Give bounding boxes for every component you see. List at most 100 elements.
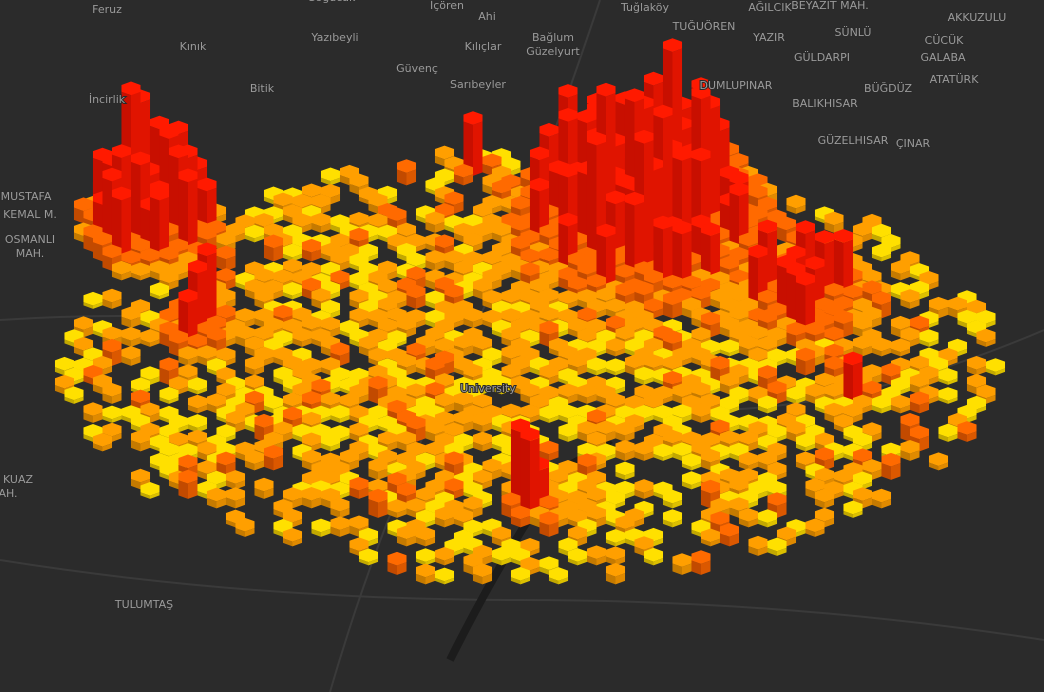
hex-top bbox=[539, 288, 559, 302]
hex-side bbox=[244, 366, 255, 376]
hex-top bbox=[140, 366, 160, 380]
hex-side bbox=[691, 317, 701, 328]
hex-side bbox=[634, 489, 644, 499]
hex-side bbox=[625, 450, 635, 461]
hex-top bbox=[396, 525, 417, 540]
hex-top bbox=[121, 306, 141, 321]
hex-side bbox=[871, 347, 882, 357]
hex-top bbox=[539, 440, 559, 455]
hex-top bbox=[824, 402, 844, 417]
hex-top bbox=[235, 308, 255, 322]
hex-top bbox=[843, 351, 863, 366]
road bbox=[0, 559, 1044, 641]
hex-top bbox=[586, 318, 607, 333]
hex-side bbox=[530, 567, 540, 575]
hex-side bbox=[805, 443, 816, 452]
hex-side bbox=[425, 573, 436, 585]
hex-top bbox=[520, 248, 540, 263]
hex-top bbox=[444, 478, 464, 492]
hex-top bbox=[121, 81, 141, 96]
hex-side bbox=[890, 348, 901, 357]
hex-top bbox=[862, 422, 882, 436]
hex-top bbox=[586, 545, 607, 560]
hex-side bbox=[909, 273, 920, 281]
hex-top bbox=[767, 461, 787, 476]
hex-top bbox=[444, 442, 464, 457]
hex-top bbox=[244, 224, 265, 239]
hex-side bbox=[634, 202, 645, 281]
hex-top bbox=[757, 395, 778, 410]
hex-side bbox=[463, 291, 474, 300]
hex-top bbox=[102, 326, 122, 341]
hex-side bbox=[919, 435, 930, 452]
hex-side bbox=[710, 387, 721, 395]
hex-top bbox=[235, 517, 255, 532]
hex-side bbox=[891, 463, 901, 480]
hex-side bbox=[434, 196, 445, 205]
hex-top bbox=[700, 222, 721, 236]
hex-side bbox=[282, 538, 293, 547]
hex-top bbox=[662, 429, 683, 444]
hex-top bbox=[387, 385, 407, 400]
hex-side bbox=[349, 338, 359, 347]
hex-side bbox=[263, 196, 274, 205]
hex-side bbox=[273, 244, 284, 262]
hex-top bbox=[406, 498, 426, 512]
hex-side bbox=[235, 335, 245, 347]
hex-side bbox=[710, 321, 721, 338]
hex-top bbox=[748, 244, 768, 259]
hex-top bbox=[453, 433, 474, 447]
hex-side bbox=[197, 451, 207, 461]
hex-top bbox=[871, 223, 892, 238]
hex-top bbox=[719, 255, 740, 270]
hex-side bbox=[140, 440, 151, 452]
hex-side bbox=[681, 481, 692, 490]
hex-top bbox=[330, 342, 350, 356]
hex-top bbox=[482, 309, 502, 324]
hex-top bbox=[491, 433, 512, 448]
hex-side bbox=[549, 374, 559, 385]
hex-top bbox=[805, 256, 825, 270]
hex-top bbox=[586, 506, 607, 520]
hex-top bbox=[368, 193, 388, 207]
hex-side bbox=[890, 270, 901, 281]
hex-top bbox=[653, 104, 673, 119]
hex-side bbox=[501, 502, 511, 518]
hex-side bbox=[767, 547, 777, 556]
hex-top bbox=[244, 279, 265, 293]
hex-top bbox=[320, 452, 341, 467]
hex-side bbox=[605, 520, 616, 528]
place-label: DUMLUPINAR bbox=[700, 79, 773, 92]
hex-top bbox=[938, 347, 958, 362]
hex-top bbox=[786, 194, 806, 209]
hex-top bbox=[197, 460, 217, 474]
hex-top bbox=[852, 487, 873, 501]
hex-side bbox=[786, 431, 796, 442]
place-label: KEMAL M. bbox=[3, 208, 57, 221]
hex-top bbox=[558, 290, 578, 304]
hex-top bbox=[349, 476, 369, 491]
hex-side bbox=[92, 384, 103, 395]
hex-side bbox=[501, 271, 512, 281]
hex-top bbox=[121, 346, 141, 360]
hex-side bbox=[881, 373, 891, 385]
hex-top bbox=[453, 508, 474, 523]
hex-top bbox=[662, 274, 683, 289]
hex-side bbox=[796, 205, 806, 214]
hex-top bbox=[263, 223, 284, 237]
hex-top bbox=[368, 458, 388, 472]
hex-top bbox=[520, 556, 540, 571]
hex-top bbox=[605, 529, 626, 543]
hex-top bbox=[881, 442, 901, 457]
hex-side bbox=[795, 443, 806, 452]
hex-top bbox=[406, 233, 426, 248]
hex-side bbox=[463, 121, 473, 176]
hex-side bbox=[577, 431, 587, 442]
hex-side bbox=[492, 205, 502, 214]
hex-side bbox=[701, 560, 711, 575]
hex-top bbox=[786, 245, 806, 259]
hex-top bbox=[615, 282, 635, 297]
hex-side bbox=[948, 378, 958, 385]
hex-side bbox=[909, 383, 920, 395]
hex-side bbox=[890, 292, 901, 300]
